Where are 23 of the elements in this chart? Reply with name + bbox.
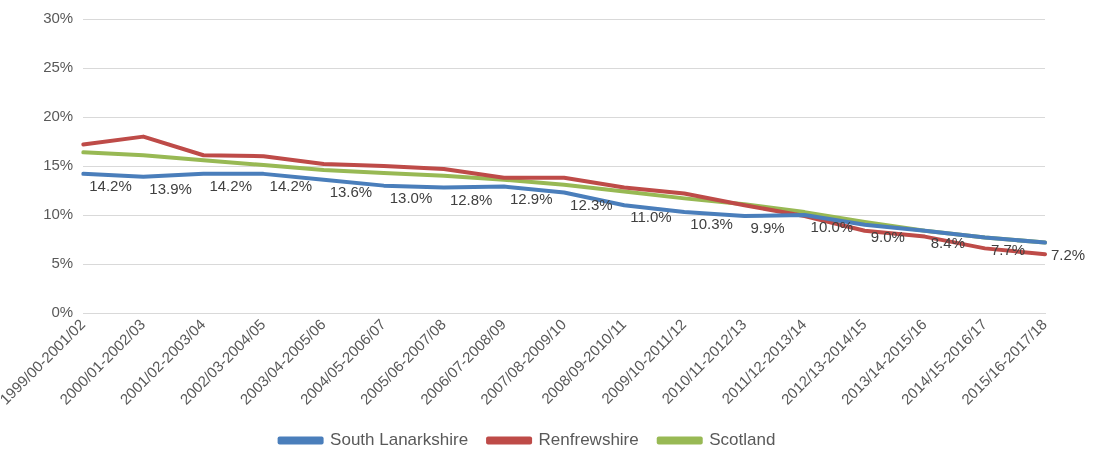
data-label: 13.6% bbox=[329, 182, 373, 200]
y-tick-label: 0% bbox=[51, 303, 74, 321]
legend-label: Scotland bbox=[709, 430, 776, 450]
data-label: 13.9% bbox=[149, 179, 192, 197]
y-tick-label: 25% bbox=[43, 58, 74, 76]
data-label: 12.9% bbox=[509, 189, 553, 207]
data-label: 12.3% bbox=[570, 195, 613, 213]
y-tick-label: 10% bbox=[43, 205, 74, 223]
y-tick-label: 20% bbox=[43, 107, 74, 125]
data-label: 14.2% bbox=[209, 177, 252, 195]
y-tick-label: 30% bbox=[43, 9, 74, 27]
y-tick-label: 15% bbox=[43, 156, 74, 174]
data-label: 9.9% bbox=[750, 219, 785, 237]
data-label: 10.3% bbox=[690, 215, 733, 233]
data-label: 11.0% bbox=[630, 208, 672, 226]
data-label: 14.2% bbox=[89, 177, 132, 195]
data-label: 14.2% bbox=[269, 177, 313, 195]
y-tick-label: 5% bbox=[51, 254, 74, 272]
data-label: 12.8% bbox=[449, 190, 493, 208]
data-label: 13.0% bbox=[389, 188, 433, 206]
legend-label: South Lanarkshire bbox=[330, 430, 469, 450]
data-label: 7.2% bbox=[1051, 245, 1086, 263]
legend-label: Renfrewshire bbox=[538, 430, 639, 450]
